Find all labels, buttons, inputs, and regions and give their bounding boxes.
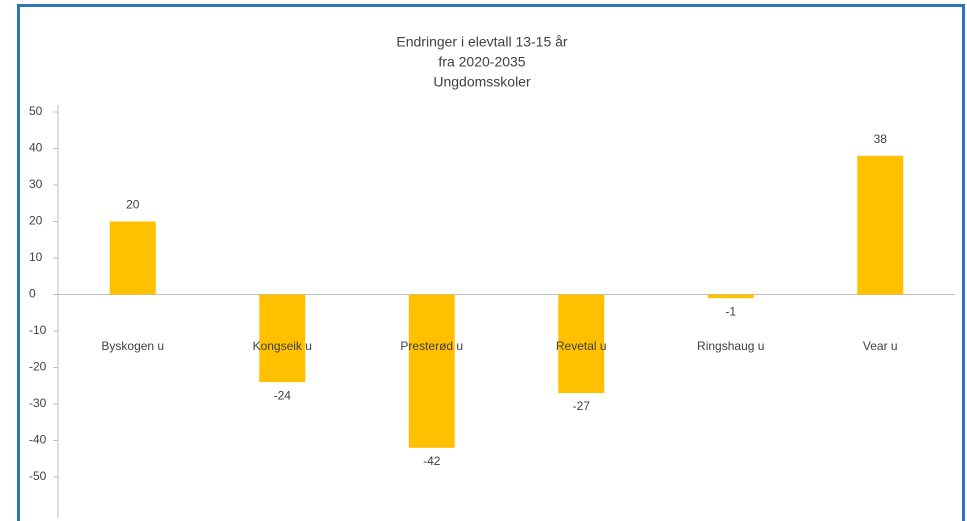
y-tick-label: 20: [29, 214, 43, 228]
data-label: 20: [126, 198, 140, 212]
x-tick-label: Kongseik u: [253, 339, 312, 353]
x-tick-label: Presterød u: [400, 339, 463, 353]
data-label: -1: [725, 304, 736, 318]
y-tick-label: 0: [29, 287, 36, 301]
x-tick-label: Byskogen u: [101, 339, 164, 353]
y-tick-label: -30: [29, 396, 47, 410]
data-label: 38: [874, 132, 888, 146]
bar: [259, 294, 306, 383]
bar: [408, 294, 455, 448]
bar: [857, 155, 904, 295]
chart-frame: [17, 4, 965, 521]
data-label: -24: [274, 388, 292, 402]
bar: [707, 294, 754, 299]
y-tick-label: 50: [29, 104, 43, 118]
y-tick-label: -50: [29, 469, 47, 483]
y-tick-label: -10: [29, 323, 47, 337]
y-tick-label: 40: [29, 141, 43, 155]
data-label: -42: [423, 454, 441, 468]
bar: [109, 221, 156, 295]
chart-title: fra 2020-2035: [438, 54, 525, 70]
y-tick-label: 30: [29, 177, 43, 191]
data-label: -27: [573, 399, 591, 413]
y-tick-label: 10: [29, 250, 43, 264]
y-tick-label: -40: [29, 433, 47, 447]
chart-title: Ungdomsskoler: [433, 74, 531, 90]
x-tick-label: Revetal u: [556, 339, 607, 353]
x-tick-label: Vear u: [863, 339, 898, 353]
x-tick-label: Ringshaug u: [697, 339, 764, 353]
y-tick-label: -20: [29, 360, 47, 374]
chart-title: Endringer i elevtall 13-15 år: [396, 34, 568, 50]
bar: [558, 294, 605, 394]
